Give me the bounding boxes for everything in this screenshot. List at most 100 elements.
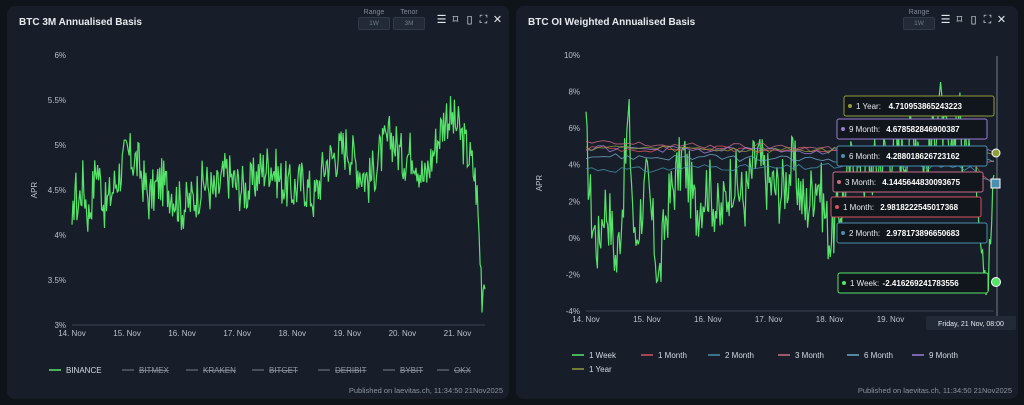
tenor-label: Tenor (400, 9, 418, 16)
legend-label-deribit[interactable]: DERIBIT (335, 366, 367, 375)
x-tick-label: 15. Nov (633, 315, 661, 324)
tooltip-label: 1 Week: (850, 279, 879, 288)
series-line-2-month (585, 161, 995, 186)
tooltip-value: 2.9818222545017368 (880, 203, 958, 212)
legend-label-kraken[interactable]: KRAKEN (203, 366, 236, 375)
fullscreen-icon[interactable]: ⛶ (479, 14, 488, 26)
x-tick-label: 19. Nov (877, 315, 905, 324)
chart-panel-oi-weighted-basis: BTC OI Weighted Annualised Basis Range 1… (516, 6, 1018, 399)
x-tick-label: 14. Nov (58, 329, 86, 338)
marker-2-month (990, 178, 1001, 189)
tooltip-label: 3 Month: (845, 178, 876, 187)
y-tick-label: 0% (568, 234, 580, 243)
published-note: Published on laevitas.ch, 11:34:50 21Nov… (857, 386, 1012, 395)
tooltip-dot (848, 104, 852, 108)
tooltip-box (832, 171, 984, 193)
y-tick-label: 10% (564, 51, 580, 60)
chart-toolbar: ☰ ⌑ ▯ ⛶ ✕ (436, 14, 503, 26)
tooltip-dot (841, 154, 845, 158)
legend-label-9-month[interactable]: 9 Month (929, 351, 958, 360)
tooltip-label: 1 Month: (843, 203, 874, 212)
tooltip-value: 4.678582846900387 (886, 125, 960, 134)
chart-title: BTC 3M Annualised Basis (19, 17, 142, 28)
tooltip-box (836, 222, 988, 244)
series-line-binance (71, 96, 486, 313)
range-control[interactable]: Range 1W (358, 9, 390, 30)
legend-label-okx[interactable]: OKX (454, 366, 472, 375)
x-tick-label: 17. Nov (223, 329, 251, 338)
menu-icon[interactable]: ☰ (940, 14, 951, 26)
tooltip-value: 4.288018626723162 (886, 152, 960, 161)
tooltip-box (836, 145, 988, 167)
legend-label-bybit[interactable]: BYBIT (400, 366, 423, 375)
x-tick-label: 17. Nov (755, 315, 783, 324)
tooltip-date: Friday, 21 Nov, 08:00 (938, 321, 1004, 328)
tooltip-label: 6 Month: (849, 152, 880, 161)
legend-label-bitget[interactable]: BITGET (269, 366, 298, 375)
book-icon[interactable]: ▯ (466, 14, 473, 26)
published-note: Published on laevitas.ch, 11:34:50 21Nov… (348, 386, 503, 395)
tooltip-value: 2.978173896650683 (886, 229, 960, 238)
legend-label-1-month[interactable]: 1 Month (658, 351, 687, 360)
tooltip-label: 9 Month: (849, 125, 880, 134)
range-control[interactable]: Range 1W (903, 9, 935, 30)
tooltip-dot (841, 231, 845, 235)
tooltip-label: 1 Year: (856, 102, 881, 111)
chart-panel-3m-basis: BTC 3M Annualised Basis Range 1W Tenor 3… (7, 6, 509, 399)
legend-label-3-month[interactable]: 3 Month (795, 351, 824, 360)
range-select[interactable]: 1W (358, 17, 390, 30)
legend-label-binance[interactable]: BINANCE (66, 366, 102, 375)
y-tick-label: -2% (566, 270, 580, 279)
chart-title: BTC OI Weighted Annualised Basis (528, 17, 696, 28)
legend-label-6-month[interactable]: 6 Month (864, 351, 893, 360)
tooltip-box (837, 272, 989, 294)
x-tick-label: 16. Nov (694, 315, 722, 324)
y-tick-label: 3.5% (48, 276, 66, 285)
bookmark-icon[interactable]: ⌑ (956, 14, 963, 26)
y-tick-label: 6% (54, 51, 66, 60)
marker-1-year (991, 148, 1001, 158)
range-select[interactable]: 1W (903, 17, 935, 30)
chart-plot-right: 10% 8% 6% 4% 2% 0% -2% -4%14. Nov 15. Nov 16. Nov… (535, 51, 1016, 374)
y-tick-label: 5% (54, 141, 66, 150)
y-tick-label: 2% (568, 197, 580, 206)
legend-label-2-month[interactable]: 2 Month (725, 351, 754, 360)
tooltip-dot (835, 205, 839, 209)
y-tick-label: 6% (568, 124, 580, 133)
fullscreen-icon[interactable]: ⛶ (983, 14, 992, 26)
legend-label-1-year[interactable]: 1 Year (589, 365, 612, 374)
y-tick-label: 3% (54, 321, 66, 330)
y-axis-label: APR (30, 182, 39, 199)
x-tick-label: 18. Nov (816, 315, 844, 324)
bookmark-icon[interactable]: ⌑ (452, 14, 459, 26)
y-tick-label: 4.5% (48, 186, 66, 195)
y-axis-label: APR (535, 175, 544, 192)
legend-label-1-week[interactable]: 1 Week (589, 351, 617, 360)
tooltip-box (830, 196, 982, 218)
x-tick-label: 21. Nov (444, 329, 472, 338)
menu-icon[interactable]: ☰ (436, 14, 447, 26)
y-tick-label: 8% (568, 88, 580, 97)
tooltip-value: 4.1445644830093675 (882, 178, 960, 187)
x-tick-label: 16. Nov (168, 329, 196, 338)
chart-toolbar: ☰ ⌑ ▯ ⛶ ✕ (940, 14, 1007, 26)
book-icon[interactable]: ▯ (970, 14, 977, 26)
tooltip-dot (842, 281, 846, 285)
tenor-select[interactable]: 3M (393, 17, 425, 30)
legend-label-bitmex[interactable]: BITMEX (139, 366, 169, 375)
y-tick-label: 4% (54, 231, 66, 240)
x-tick-label: 20. Nov (389, 329, 417, 338)
x-tick-label: 18. Nov (278, 329, 306, 338)
tenor-control[interactable]: Tenor 3M (393, 9, 425, 30)
x-tick-label: 14. Nov (572, 315, 600, 324)
y-tick-label: 4% (568, 161, 580, 170)
close-icon[interactable]: ✕ (996, 14, 1007, 26)
tooltip-dot (841, 127, 845, 131)
x-tick-label: 15. Nov (113, 329, 141, 338)
tooltip-value: 4.710953865243223 (889, 102, 963, 111)
tooltip-value: -2.416269241783556 (883, 279, 960, 288)
close-icon[interactable]: ✕ (492, 14, 503, 26)
tooltip-box (836, 118, 988, 140)
tooltip-dot (837, 180, 841, 184)
chart-plot-left: 6% 5.5% 5% 4.5% 4% 3.5% 3%14. Nov 15. Nov 16. No… (30, 51, 486, 375)
